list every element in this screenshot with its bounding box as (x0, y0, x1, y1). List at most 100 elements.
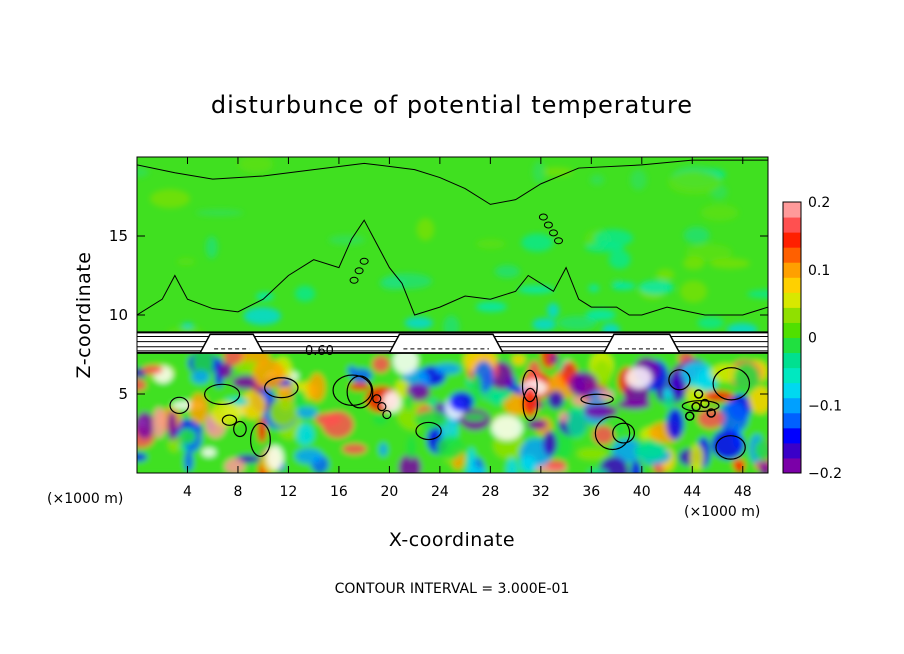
x-tick-label: 16 (330, 484, 348, 500)
field-patch (372, 355, 390, 373)
field-patch (382, 391, 402, 413)
field-patch (542, 431, 558, 457)
contour-line (522, 387, 538, 422)
contour-oval (706, 408, 716, 418)
contour-oval (382, 409, 392, 420)
contour-line (332, 374, 373, 406)
field-patch (141, 365, 163, 375)
colorbar-label: −0.1 (808, 398, 842, 414)
contour-line (612, 422, 636, 444)
field-patch (592, 425, 615, 445)
field-patch (449, 391, 474, 412)
field-patch (328, 234, 366, 246)
field-patch (697, 408, 725, 429)
field-patch (656, 268, 675, 281)
field-patch (491, 415, 523, 441)
field-patch (205, 236, 218, 259)
field-patch (181, 322, 194, 329)
colorbar (782, 201, 802, 474)
field-patch (349, 382, 370, 391)
field-patch (532, 161, 546, 184)
field-patch (552, 427, 573, 460)
field-patch (252, 359, 286, 389)
y-tick-label: 5 (118, 385, 128, 403)
colorbar-swatch (783, 412, 801, 429)
field-patch (682, 256, 705, 270)
field-patch (585, 309, 616, 321)
contour-oval (377, 402, 387, 412)
field-patch (680, 280, 708, 303)
contour-line (712, 367, 751, 401)
field-patch (314, 412, 342, 427)
field-patch (630, 169, 647, 191)
colorbar-swatch (783, 202, 801, 218)
field-patch (232, 375, 260, 390)
field-patch (266, 445, 284, 470)
field-patch (512, 353, 526, 366)
field-patch (239, 391, 267, 420)
contour-line (521, 369, 538, 403)
field-patch (255, 292, 275, 301)
field-patch (748, 386, 768, 414)
field-patch (559, 411, 568, 423)
contour-oval (349, 276, 359, 284)
field-patch (612, 438, 642, 463)
colorbar-swatch (783, 232, 801, 248)
field-patch (464, 467, 487, 473)
field-patch (243, 307, 282, 325)
white-band (137, 331, 768, 354)
field-patch (718, 401, 749, 434)
field-patch (608, 249, 631, 270)
contour-line (221, 414, 238, 426)
upper-field (137, 157, 768, 338)
colorbar-swatch (783, 292, 801, 308)
field-patch (732, 459, 746, 469)
plot-area (137, 157, 768, 473)
contour-oval (685, 411, 695, 421)
y-axis-title: Z-coordinate (73, 252, 95, 379)
field-patch (634, 441, 667, 461)
contour-line (137, 219, 768, 316)
field-patch (586, 468, 609, 473)
y-tick-label: 15 (109, 227, 128, 245)
field-patch (527, 419, 548, 430)
band-hump (388, 333, 505, 354)
field-patch (137, 378, 147, 392)
colorbar-swatch (783, 442, 801, 459)
contour-oval (354, 267, 364, 275)
field-patch (612, 281, 636, 291)
colorbar-swatch (783, 352, 801, 369)
y-tick-label: 10 (109, 306, 128, 324)
field-patch (557, 315, 598, 331)
field-patch (189, 393, 209, 424)
field-patch (566, 406, 587, 439)
colorbar-swatch (783, 457, 801, 474)
x-tick-label: 44 (683, 484, 701, 500)
band-hump (602, 333, 681, 354)
contour-line (668, 369, 691, 391)
field-patch (404, 393, 413, 411)
field-patch (210, 401, 242, 427)
field-patch (518, 285, 554, 294)
contour-oval (693, 389, 704, 399)
field-patch (406, 435, 417, 460)
x-tick-label: 28 (481, 484, 499, 500)
colorbar-swatch (783, 217, 801, 233)
field-patch (479, 389, 511, 402)
colorbar-label: 0.1 (808, 263, 830, 279)
field-patch (759, 460, 768, 473)
x-unit-right: (×1000 m) (684, 504, 760, 520)
contour-oval (554, 237, 564, 245)
colorbar-swatch (783, 247, 801, 263)
field-patch (589, 174, 605, 186)
field-patch (137, 167, 149, 178)
field-patch (294, 448, 323, 464)
colorbar-swatch (783, 427, 801, 444)
field-patch (506, 457, 518, 473)
field-patch (467, 447, 476, 473)
field-patch (152, 407, 166, 439)
y-axis: 5 10 15 (109, 227, 768, 403)
field-patch (476, 239, 506, 249)
field-patch (475, 301, 507, 312)
